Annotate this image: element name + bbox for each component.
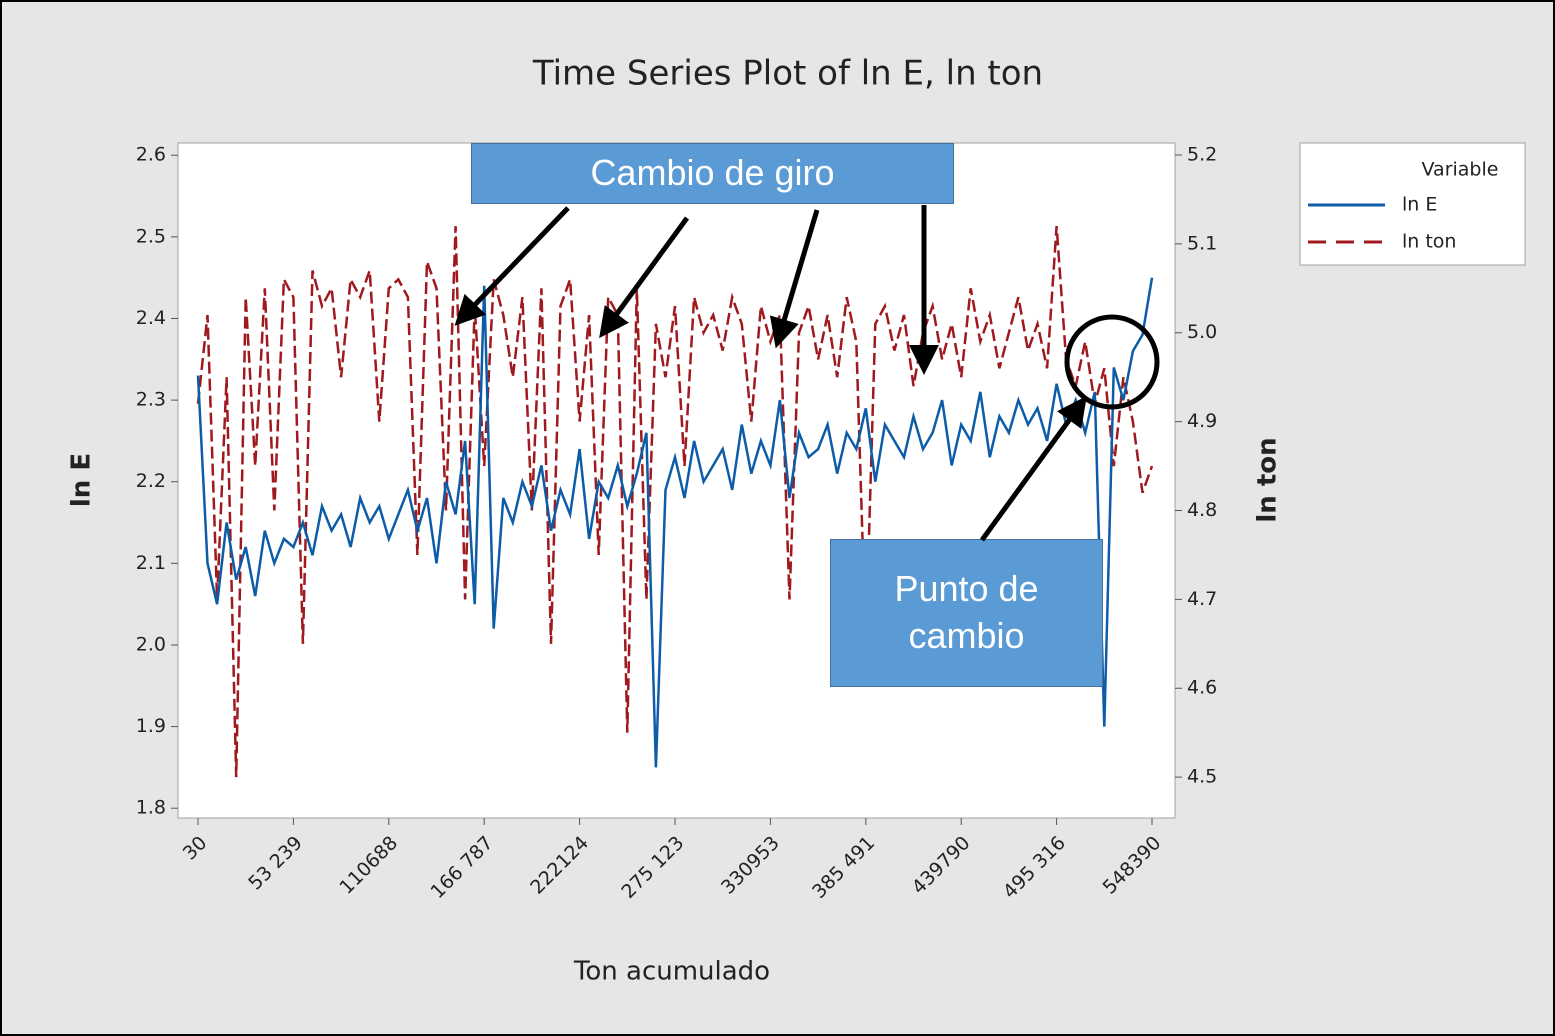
y2-tick-label: 4.7 <box>1187 588 1217 610</box>
x-axis-label: Ton acumulado <box>573 957 770 987</box>
y2-tick-label: 5.1 <box>1187 232 1217 254</box>
y2-tick-label: 4.6 <box>1187 677 1217 699</box>
y2-tick-label: 4.8 <box>1187 499 1217 521</box>
y2-tick-label: 4.5 <box>1187 766 1217 788</box>
legend-label: ln E <box>1402 194 1437 216</box>
legend-label: ln ton <box>1402 231 1456 253</box>
y-tick-label: 2.6 <box>136 144 166 166</box>
y2-tick-label: 4.9 <box>1187 410 1217 432</box>
plot-area <box>177 142 1176 819</box>
annotation-box: Cambio de giro <box>471 143 954 204</box>
y-tick-label: 2.5 <box>136 225 166 247</box>
y2-tick-label: 5.0 <box>1187 321 1217 343</box>
legend-title: Variable <box>1422 159 1499 181</box>
y-tick-label: 2.1 <box>136 552 166 574</box>
y-axis-label: ln E <box>67 453 97 507</box>
chart-title: Time Series Plot of ln E, ln ton <box>532 54 1043 94</box>
y2-axis-label: ln ton <box>1253 437 1283 522</box>
y-tick-label: 1.8 <box>136 797 166 819</box>
y-tick-label: 2.4 <box>136 307 166 329</box>
y-tick-label: 2.0 <box>136 633 166 655</box>
y2-tick-label: 5.2 <box>1187 143 1217 165</box>
y-tick-label: 2.3 <box>136 389 166 411</box>
y-tick-label: 1.9 <box>136 715 166 737</box>
y-tick-label: 2.2 <box>136 470 166 492</box>
annotation-box: Punto de cambio <box>830 539 1103 687</box>
